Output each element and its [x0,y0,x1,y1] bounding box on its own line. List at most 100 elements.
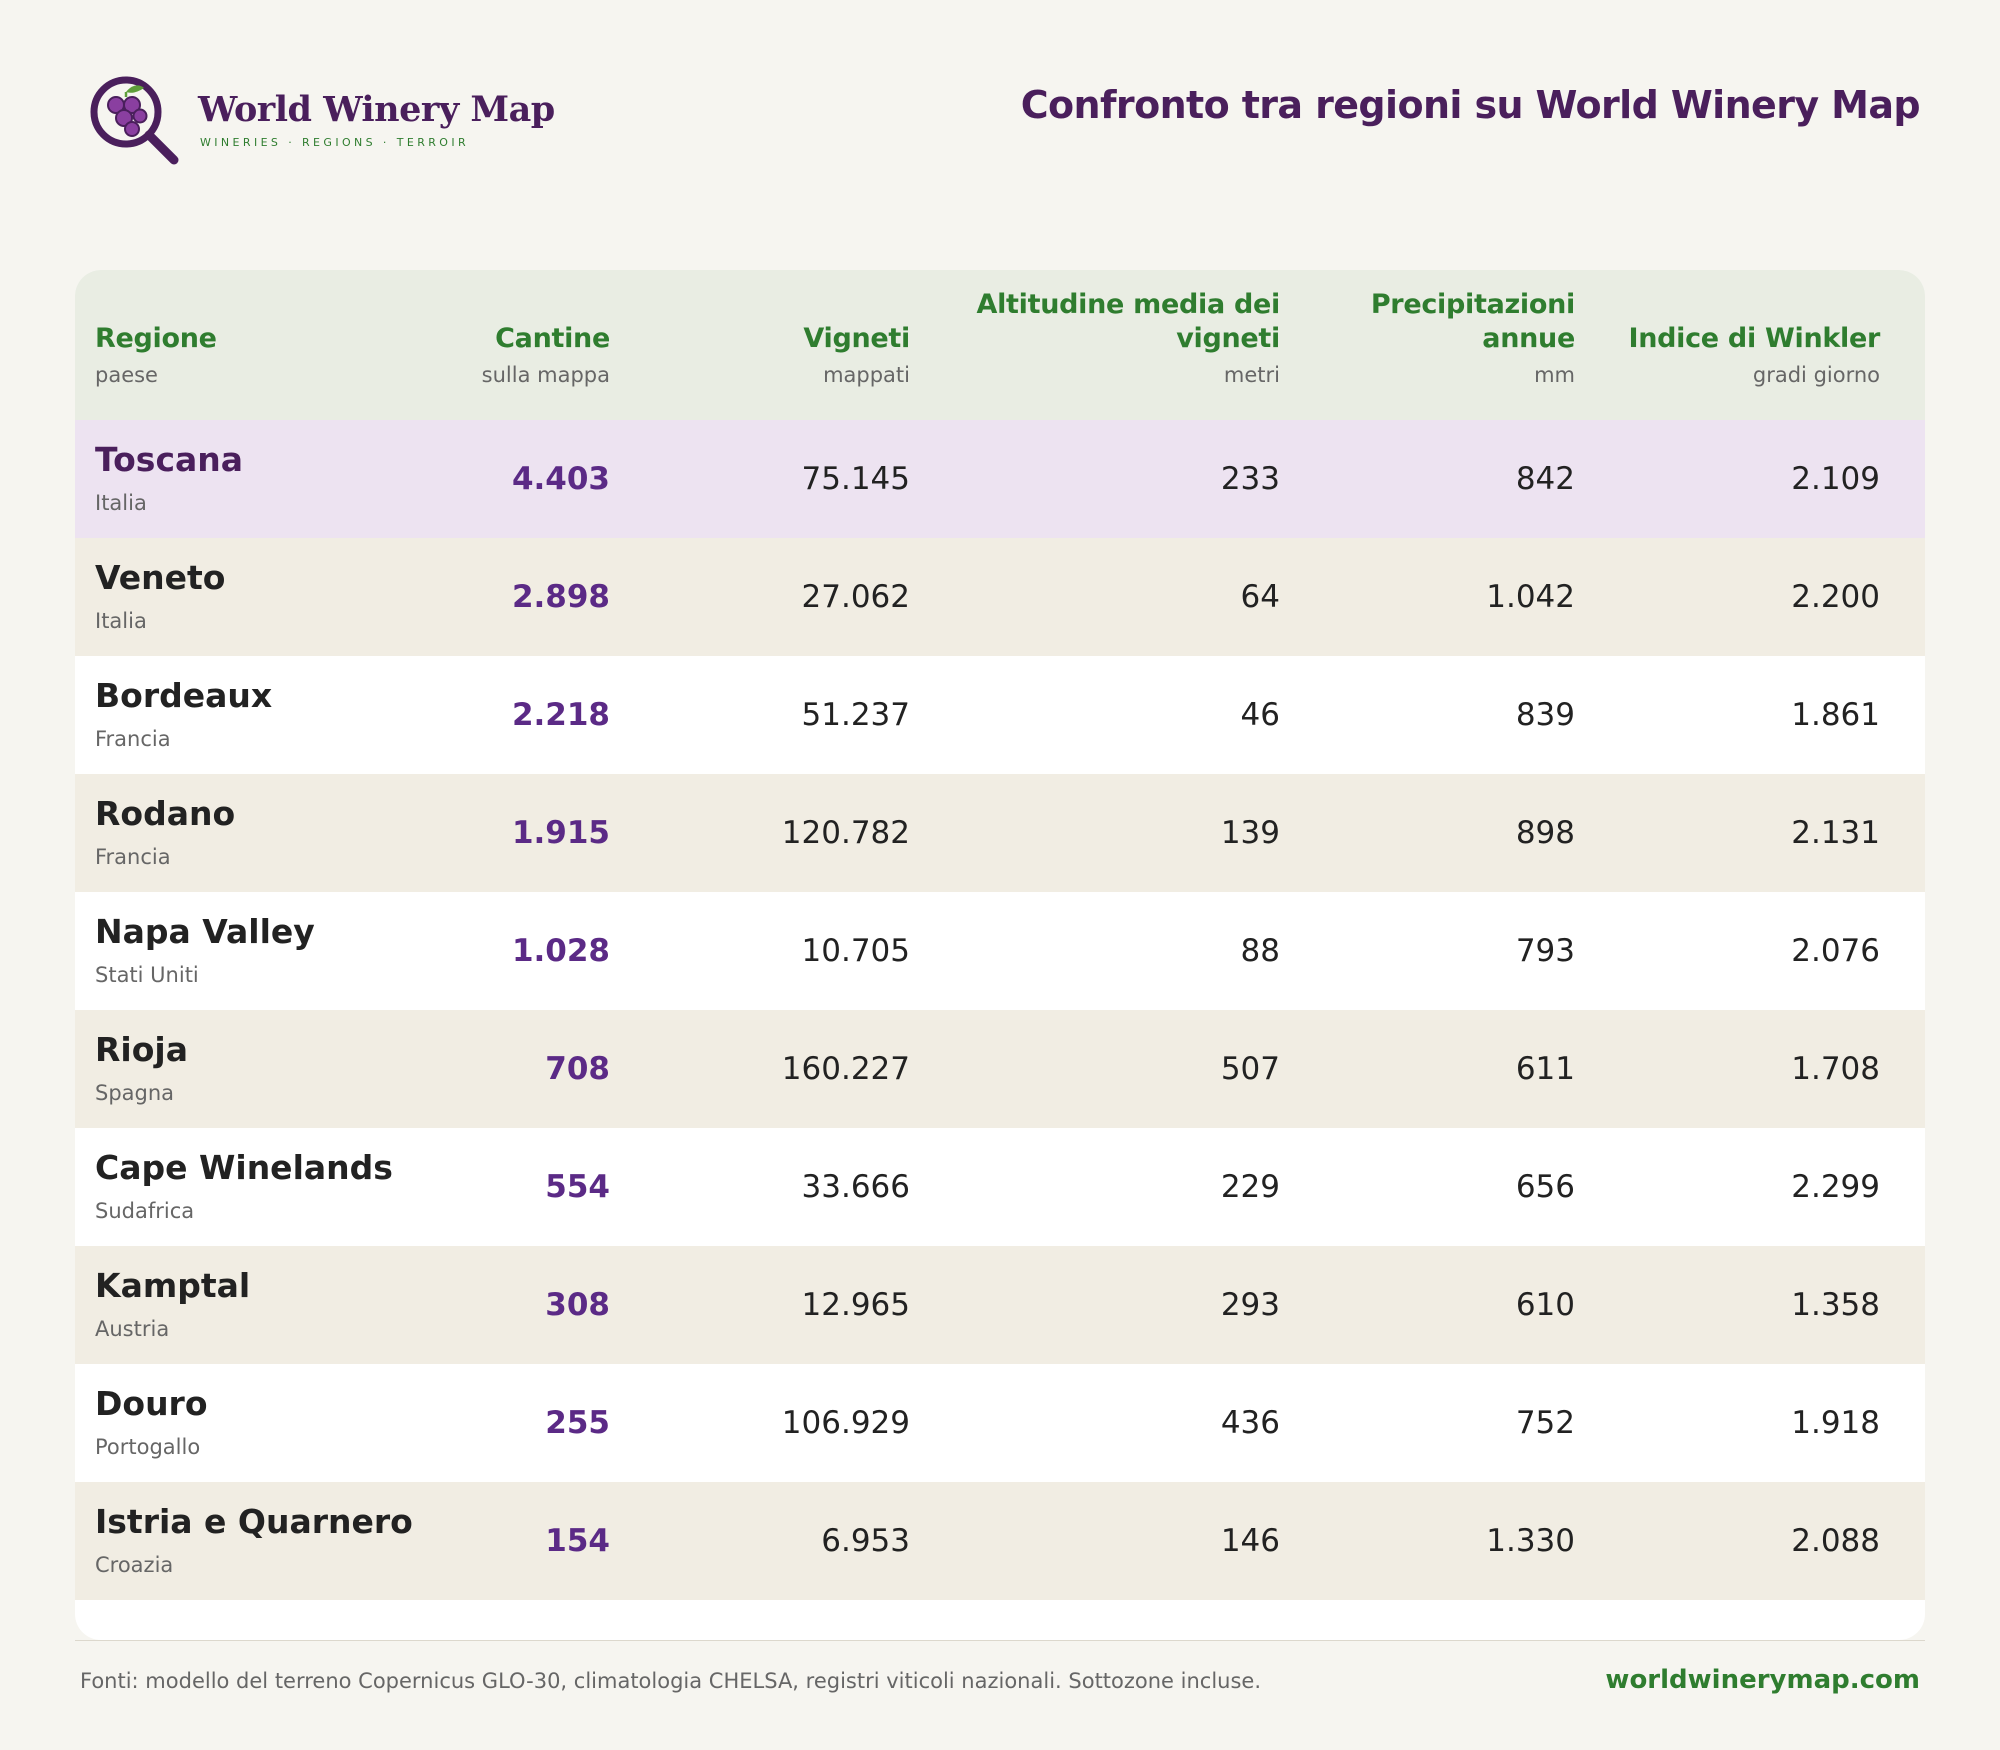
vineyards-count: 33.666 [801,1169,910,1205]
winkler-index: 1.861 [1791,697,1880,733]
region-name: Veneto [95,558,226,597]
altitude-value: 46 [1240,697,1280,733]
precipitation-value: 793 [1515,933,1575,969]
wineries-count: 4.403 [511,461,610,497]
table-row: Rioja Spagna 708 160.227 507 611 1.708 [75,1010,1925,1128]
column-header-sub: mappati [823,363,910,387]
winkler-index: 2.076 [1791,933,1880,969]
column-header-label: Precipitazioni annue [1370,289,1575,354]
column-header-sub: metri [1223,363,1280,387]
brand: World Winery Map WINERIES · REGIONS · TE… [198,88,555,149]
country-name: Italia [95,609,147,633]
altitude-value: 139 [1220,815,1280,851]
column-header-altitude: Altitudine media dei vigneti metri [970,270,1281,420]
winkler-index: 1.708 [1791,1051,1880,1087]
grape-magnifier-icon [90,76,179,165]
altitude-value: 88 [1240,933,1280,969]
region-name: Toscana [95,440,244,479]
table-header: Regione paese Cantine sulla mappa Vignet… [75,270,1925,420]
wineries-count: 1.028 [511,933,610,969]
wineries-count: 2.218 [511,697,610,733]
page-title: Confronto tra regioni su World Winery Ma… [1020,83,1921,127]
column-header-label: Vigneti [803,323,910,354]
brand-tagline: WINERIES · REGIONS · TERROIR [200,136,470,149]
wineries-count: 554 [545,1169,610,1205]
column-header-winkler: Indice di Winkler gradi giorno [1605,270,1880,420]
country-name: Francia [95,727,171,751]
column-header-sub: sulla mappa [481,363,610,387]
region-name: Douro [95,1384,208,1423]
country-name: Francia [95,845,171,869]
altitude-value: 436 [1220,1405,1280,1441]
vineyards-count: 51.237 [801,697,910,733]
table-row: Napa Valley Stati Uniti 1.028 10.705 88 793 2.… [75,892,1925,1010]
precipitation-value: 1.042 [1486,579,1575,615]
column-header-label: Indice di Winkler [1628,323,1880,354]
winkler-index: 2.109 [1791,461,1880,497]
vineyards-count: 27.062 [801,579,910,615]
altitude-value: 507 [1220,1051,1280,1087]
table-row: Kamptal Austria 308 12.965 293 610 1.358 [75,1246,1925,1364]
precipitation-value: 1.330 [1486,1523,1575,1559]
vineyards-count: 75.145 [801,461,910,497]
wineries-count: 255 [545,1405,610,1441]
precipitation-value: 839 [1515,697,1575,733]
footer-link[interactable]: worldwinerymap.com [1605,1665,1920,1695]
country-name: Stati Uniti [95,963,199,987]
column-header-precipitation: Precipitazioni annue mm [1330,270,1575,420]
precipitation-value: 842 [1515,461,1575,497]
table-row: Toscana Italia 4.403 75.145 233 842 2.109 [75,420,1925,538]
winkler-index: 1.918 [1791,1405,1880,1441]
precipitation-value: 611 [1515,1051,1575,1087]
altitude-value: 233 [1220,461,1280,497]
vineyards-count: 12.965 [801,1287,910,1323]
brand-name: World Winery Map [198,89,555,130]
table-row: Rodano Francia 1.915 120.782 139 898 2.131 [75,774,1925,892]
column-header-wineries: Cantine sulla mappa [365,270,611,420]
altitude-value: 293 [1220,1287,1280,1323]
region-name: Rodano [95,794,236,833]
country-name: Croazia [95,1553,174,1577]
altitude-value: 146 [1220,1523,1280,1559]
table-row: Douro Portogallo 255 106.929 436 752 1.918 [75,1364,1925,1482]
wineries-count: 708 [545,1051,610,1087]
altitude-value: 64 [1240,579,1280,615]
region-name: Bordeaux [95,676,273,715]
comparison-table: Regione paese Cantine sulla mappa Vignet… [75,270,1925,1640]
region-name: Rioja [95,1030,188,1069]
precipitation-value: 752 [1515,1405,1575,1441]
region-name: Kamptal [95,1266,251,1305]
column-header-vineyards: Vigneti mappati [670,270,910,420]
precipitation-value: 656 [1515,1169,1575,1205]
footer-divider [75,1640,1925,1641]
wineries-count: 1.915 [511,815,610,851]
winkler-index: 2.299 [1791,1169,1880,1205]
region-name: Cape Winelands [95,1148,393,1187]
winkler-index: 1.358 [1791,1287,1880,1323]
vineyards-count: 120.782 [781,815,910,851]
wineries-count: 154 [545,1523,610,1559]
table-row: Istria e Quarnero Croazia 154 6.953 146 1.330… [75,1482,1925,1600]
country-name: Italia [95,491,147,515]
footer-sources: Fonti: modello del terreno Copernicus GL… [80,1669,1262,1693]
column-header-sub: gradi giorno [1752,363,1880,387]
column-header-region: Regione paese [95,270,395,420]
country-name: Portogallo [95,1435,201,1459]
column-header-label: Cantine [495,323,610,354]
region-name: Istria e Quarnero [95,1502,413,1541]
table-row: Veneto Italia 2.898 27.062 64 1.042 2.200 [75,538,1925,656]
vineyards-count: 106.929 [781,1405,910,1441]
winkler-index: 2.088 [1791,1523,1880,1559]
wineries-count: 308 [545,1287,610,1323]
winkler-index: 2.131 [1791,815,1880,851]
table-row: Cape Winelands Sudafrica 554 33.666 229 656 2.… [75,1128,1925,1246]
winkler-index: 2.200 [1791,579,1880,615]
vineyards-count: 6.953 [821,1523,910,1559]
column-header-sub: mm [1534,363,1575,387]
column-header-label: Altitudine media dei vigneti [976,289,1281,354]
region-name: Napa Valley [95,912,315,951]
column-header-label: Regione [95,323,217,354]
table-row: Bordeaux Francia 2.218 51.237 46 839 1.861 [75,656,1925,774]
wineries-count: 2.898 [511,579,610,615]
country-name: Spagna [95,1081,175,1105]
